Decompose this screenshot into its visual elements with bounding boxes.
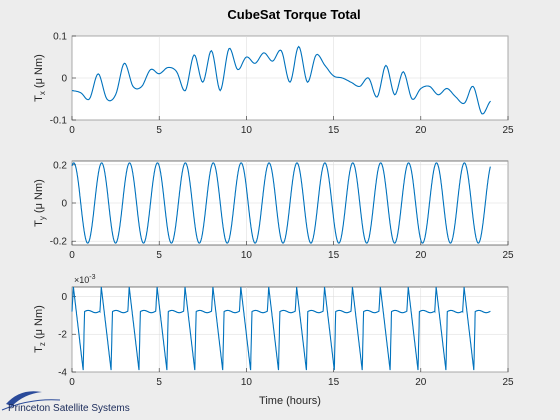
tz-ylabel: Tz (μ Nm) bbox=[33, 305, 47, 353]
chart-title: CubeSat Torque Total bbox=[227, 7, 360, 22]
x-tick-label: 10 bbox=[241, 125, 253, 136]
x-tick-label: 25 bbox=[502, 250, 514, 261]
x-tick-label: 5 bbox=[156, 377, 162, 388]
x-tick-label: 25 bbox=[502, 125, 514, 136]
logo-orbit-icon bbox=[1, 399, 61, 411]
x-tick-label: 20 bbox=[415, 250, 427, 261]
ty-ticks: 0 5 10 15 20 25-0.200.2 bbox=[50, 160, 514, 261]
tz-series-line bbox=[71, 286, 491, 371]
x-tick-label: 0 bbox=[69, 250, 75, 261]
x-tick-label: 10 bbox=[241, 250, 253, 261]
tx-ylabel: Tx (μ Nm) bbox=[33, 54, 47, 102]
subplot-ty: 0 5 10 15 20 25-0.200.2 Ty (μ Nm) bbox=[33, 160, 514, 261]
x-tick-label: 0 bbox=[69, 377, 75, 388]
y-tick-label: -4 bbox=[58, 368, 67, 379]
x-tick-label: 20 bbox=[415, 377, 427, 388]
x-tick-label: 15 bbox=[328, 250, 340, 261]
logo-swoosh-icon bbox=[6, 391, 42, 406]
logo-text: Princeton Satellite Systems bbox=[8, 403, 130, 414]
x-tick-label: 5 bbox=[156, 125, 162, 136]
y-tick-label: -0.1 bbox=[50, 116, 68, 127]
company-logo: Princeton Satellite Systems bbox=[1, 391, 130, 414]
x-axis-label: Time (hours) bbox=[259, 395, 321, 407]
tz-ticks: 0 5 10 15 20 25 -4 -2 0 bbox=[58, 292, 514, 388]
y-tick-label: 0.1 bbox=[53, 32, 67, 43]
ty-series-line bbox=[71, 162, 491, 244]
x-tick-label: 25 bbox=[502, 377, 514, 388]
tx-grid bbox=[71, 35, 509, 121]
x-tick-label: 10 bbox=[241, 377, 253, 388]
tx-series-line bbox=[71, 45, 492, 115]
x-tick-label: 5 bbox=[156, 250, 162, 261]
x-tick-label: 20 bbox=[415, 125, 427, 136]
y-tick-label: 0 bbox=[61, 199, 67, 210]
y-tick-label: 0.2 bbox=[53, 160, 67, 171]
y-tick-label: 0 bbox=[61, 74, 67, 85]
x-tick-label: 15 bbox=[328, 377, 340, 388]
subplot-tz: 0 5 10 15 20 25 -4 -2 0 ×10-3 Tz (μ Nm) bbox=[33, 274, 514, 388]
y-tick-label: 0 bbox=[61, 292, 67, 303]
tz-grid bbox=[71, 287, 509, 373]
ty-ylabel: Ty (μ Nm) bbox=[33, 179, 47, 227]
tx-ticks: 0 5 10 15 20 25-0.100.1 bbox=[50, 32, 514, 137]
x-tick-label: 15 bbox=[328, 125, 340, 136]
subplot-tx: 0 5 10 15 20 25-0.100.1 Tx (μ Nm) bbox=[33, 32, 514, 137]
y-tick-label: -2 bbox=[58, 330, 67, 341]
y-tick-label: -0.2 bbox=[50, 237, 68, 248]
tz-exponent-label: ×10-3 bbox=[74, 274, 96, 285]
x-tick-label: 0 bbox=[69, 125, 75, 136]
